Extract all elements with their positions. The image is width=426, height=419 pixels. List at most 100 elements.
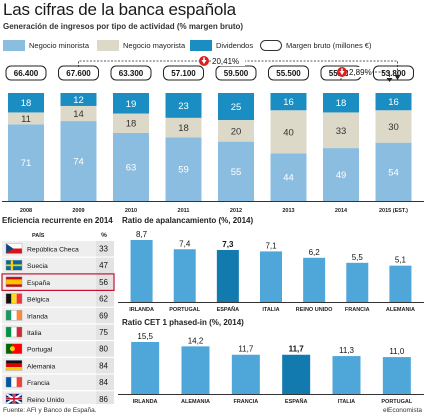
- legend-label: Dividendos: [216, 40, 254, 50]
- country-name: Irlanda: [27, 313, 48, 320]
- flag-border: [5, 326, 23, 338]
- x-tick-label: IRLANDA: [129, 307, 154, 313]
- segment-value-label: 33: [336, 126, 347, 137]
- table-row: Portugal 80: [2, 341, 114, 357]
- segment-value-label: 18: [126, 119, 137, 130]
- margen-bruto-value: 55.500: [276, 69, 301, 78]
- bar-segment: [165, 93, 202, 118]
- flag-it-icon: [5, 326, 23, 338]
- flag-part: [6, 264, 22, 267]
- bar-segment: [323, 112, 359, 149]
- bar: [260, 251, 282, 302]
- segment-value-label: 16: [283, 97, 294, 108]
- value-cell-background: [96, 291, 114, 307]
- flag-part: [6, 248, 22, 254]
- row-background: [2, 391, 114, 404]
- bar-segment: [8, 124, 44, 201]
- flag-pt-icon: [5, 343, 23, 354]
- flag-cz-icon: [5, 243, 23, 254]
- flag-be-icon: [5, 293, 23, 304]
- x-tick-label: ALEMANIA: [386, 307, 415, 313]
- bar: [389, 265, 412, 302]
- bar-segment: [375, 93, 412, 111]
- value-cell-background: [96, 274, 114, 290]
- page-title: Las cifras de la banca española: [3, 0, 236, 19]
- annotation-label: 2,89%: [349, 68, 372, 77]
- table-row: España 56: [1, 273, 115, 292]
- efficiency-table-title: Eficiencia recurrente en 2014: [2, 216, 113, 225]
- bar-segment: [8, 112, 44, 125]
- bar-segment: [375, 110, 412, 143]
- flag-es-icon: [5, 276, 23, 288]
- flag-part: [11, 377, 17, 388]
- margen-bruto-value: 66.400: [14, 69, 39, 78]
- table-row: Suecia 47: [2, 257, 114, 274]
- efficiency-value: 84: [99, 361, 108, 370]
- flag-border: [5, 360, 23, 371]
- country-name: Suecia: [27, 263, 48, 270]
- bar-value-label: 6,2: [309, 248, 321, 257]
- value-cell-background: [96, 241, 114, 257]
- segment-value-label: 71: [21, 158, 32, 169]
- x-tick-label: 2014: [335, 208, 348, 214]
- table-row: Francia 84: [2, 374, 114, 391]
- table-row: Irlanda 69: [2, 307, 114, 324]
- value-cell-background: [96, 391, 114, 404]
- x-tick-label: ESPAÑA: [217, 306, 240, 313]
- bar: [130, 240, 153, 302]
- bar-value-label: 5,5: [352, 253, 364, 262]
- bar-segment: [165, 137, 202, 201]
- segment-value-label: 59: [178, 165, 189, 176]
- bar-segment: [113, 113, 149, 133]
- segment-value-label: 11: [21, 114, 31, 125]
- annotation-arrowhead: [394, 75, 401, 80]
- flag-border: [5, 376, 23, 388]
- value-cell-background: [96, 324, 114, 340]
- flag-part: [11, 310, 17, 321]
- row-background: [2, 357, 114, 374]
- bar: [131, 342, 160, 394]
- flag-de-icon: [5, 360, 23, 371]
- bar-segment: [218, 141, 254, 201]
- country-name: Bélgica: [27, 297, 50, 304]
- margen-bruto-value: 59.500: [224, 69, 249, 78]
- margen-bruto-box: [373, 65, 414, 81]
- legend-swatch-box: [260, 39, 282, 51]
- bar-value-label: 15,5: [137, 332, 153, 341]
- bar-segment: [218, 93, 254, 120]
- country-name: Francia: [27, 380, 50, 387]
- legend-item-minorista: Negocio minorista: [3, 38, 89, 52]
- margen-bruto-value: 67.600: [66, 69, 91, 78]
- bar-segment: [323, 93, 359, 113]
- segment-value-label: 19: [126, 99, 137, 110]
- flag-part: [6, 243, 22, 249]
- x-tick-label: FRANCIA: [345, 307, 370, 313]
- row-background: [2, 257, 114, 274]
- bar-segment: [113, 132, 149, 201]
- annotation-arrowhead: [386, 78, 393, 82]
- country-name: República Checa: [27, 247, 79, 254]
- cet1-chart-title: Ratio CET 1 phased-in (%, 2014): [122, 318, 244, 327]
- bar-segment: [60, 105, 97, 122]
- table-header-value: %: [101, 232, 107, 239]
- flag-part: [6, 398, 22, 400]
- legend-swatch: [97, 39, 119, 51]
- segment-value-label: 25: [231, 102, 242, 113]
- row-background: [2, 291, 114, 307]
- efficiency-value: 47: [99, 261, 108, 270]
- bar: [282, 354, 311, 394]
- flag-part: [11, 293, 17, 304]
- segment-value-label: 12: [73, 95, 84, 106]
- bar-value-label: 7,4: [179, 239, 191, 248]
- legend-item-mayorista: Negocio mayorista: [97, 38, 185, 52]
- flag-part: [16, 377, 22, 388]
- margen-bruto-box: [5, 65, 47, 81]
- segment-value-label: 54: [388, 167, 399, 178]
- bar-value-label: 7,3: [222, 240, 234, 249]
- bar-value-label: 11,0: [389, 347, 405, 356]
- bar: [346, 262, 369, 302]
- flag-se-icon: [5, 260, 23, 271]
- row-background: [2, 324, 114, 340]
- table-row: Bélgica 62: [2, 291, 114, 307]
- flag-ie-icon: [5, 310, 23, 321]
